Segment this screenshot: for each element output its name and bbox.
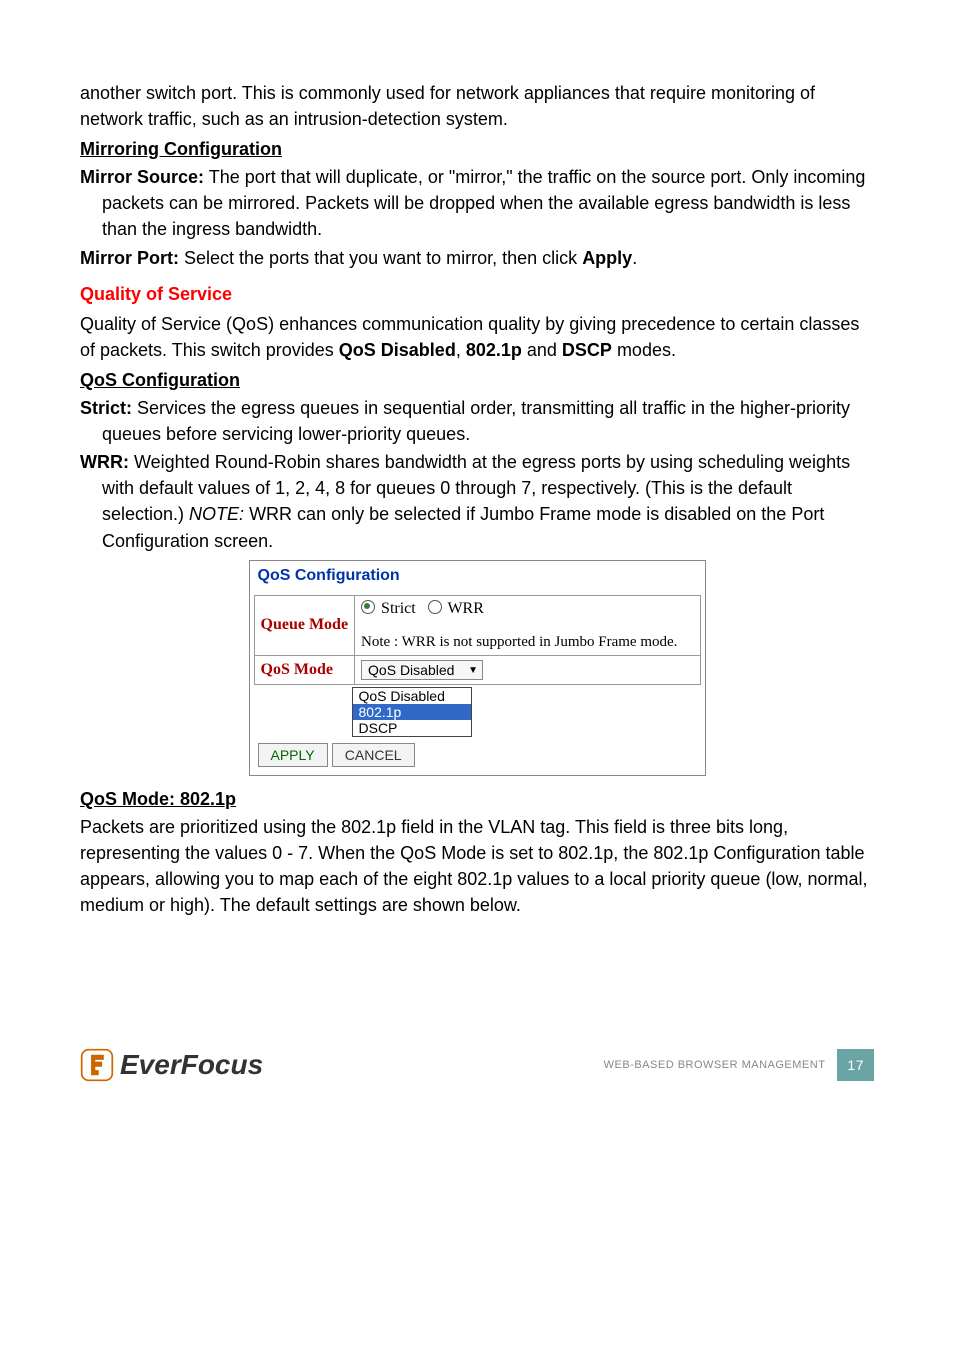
qos-mode-cell: QoS Disabled ▼ — [355, 655, 700, 684]
qos-config-box: QoS Configuration Queue Mode Strict WRR … — [249, 560, 706, 776]
qos-config-heading: QoS Configuration — [80, 367, 874, 393]
mirror-port-label: Mirror Port: — [80, 248, 179, 268]
wrr-def: WRR: Weighted Round-Robin shares bandwid… — [80, 449, 874, 553]
footer-right: WEB-BASED BROWSER MANAGEMENT 17 — [604, 1049, 874, 1081]
queue-mode-cell: Strict WRR Note : WRR is not supported i… — [355, 595, 700, 655]
queue-mode-label: Queue Mode — [254, 595, 355, 655]
qos-p1-c: , — [456, 340, 466, 360]
qos-8021p-heading: QoS Mode: 802.1p — [80, 786, 874, 812]
mirror-port-text-2: . — [632, 248, 637, 268]
brand-logo: EverFocus — [80, 1048, 263, 1082]
intro-paragraph: another switch port. This is commonly us… — [80, 80, 874, 132]
mirror-source-def: Mirror Source: The port that will duplic… — [80, 164, 874, 242]
qos-mode-label: QoS Mode — [254, 655, 355, 684]
dropdown-value: QoS Disabled — [368, 662, 454, 678]
qos-mode-dropdown[interactable]: QoS Disabled ▼ — [361, 660, 483, 680]
radio-strict-label: Strict — [381, 600, 416, 617]
qos-p1-b: QoS Disabled — [339, 340, 456, 360]
dropdown-option-disabled[interactable]: QoS Disabled — [353, 688, 471, 704]
qos-box-title: QoS Configuration — [250, 561, 705, 595]
queue-mode-radios: Strict WRR — [361, 600, 693, 628]
radio-wrr-label: WRR — [447, 600, 483, 617]
page-number: 17 — [837, 1049, 874, 1081]
qos-8021p-para: Packets are prioritized using the 802.1p… — [80, 814, 874, 918]
strict-text: Services the egress queues in sequential… — [102, 398, 850, 444]
queue-mode-note: Note : WRR is not supported in Jumbo Fra… — [361, 628, 693, 651]
logo-icon — [80, 1048, 114, 1082]
page-footer: EverFocus WEB-BASED BROWSER MANAGEMENT 1… — [80, 1048, 874, 1082]
strict-def: Strict: Services the egress queues in se… — [80, 395, 874, 447]
table-row: Queue Mode Strict WRR Note : WRR is not … — [254, 595, 700, 655]
dropdown-list-container: QoS Disabled 802.1p DSCP — [352, 687, 705, 737]
footer-section: WEB-BASED BROWSER MANAGEMENT — [604, 1059, 826, 1071]
apply-button[interactable]: APPLY — [258, 743, 328, 767]
mirror-port-text-1: Select the ports that you want to mirror… — [179, 248, 582, 268]
qos-para1: Quality of Service (QoS) enhances commun… — [80, 311, 874, 363]
dropdown-option-dscp[interactable]: DSCP — [353, 720, 471, 736]
mirror-port-def: Mirror Port: Select the ports that you w… — [80, 245, 874, 271]
radio-wrr[interactable] — [428, 600, 442, 614]
mirror-port-apply: Apply — [582, 248, 632, 268]
qos-p1-e: and — [522, 340, 562, 360]
qos-mode-dropdown-list: QoS Disabled 802.1p DSCP — [352, 687, 472, 737]
document-page: another switch port. This is commonly us… — [0, 0, 954, 1122]
brand-name: EverFocus — [120, 1049, 263, 1081]
strict-label: Strict: — [80, 398, 132, 418]
table-row: QoS Mode QoS Disabled ▼ — [254, 655, 700, 684]
mirror-source-text: The port that will duplicate, or "mirror… — [102, 167, 865, 239]
dropdown-option-8021p[interactable]: 802.1p — [353, 704, 471, 720]
qos-table: Queue Mode Strict WRR Note : WRR is not … — [254, 595, 701, 685]
qos-p1-f: DSCP — [562, 340, 612, 360]
qos-p1-g: modes. — [612, 340, 676, 360]
wrr-note-label: NOTE: — [189, 504, 244, 524]
cancel-button[interactable]: CANCEL — [332, 743, 415, 767]
qos-heading: Quality of Service — [80, 281, 874, 307]
chevron-down-icon: ▼ — [468, 662, 480, 676]
mirroring-heading: Mirroring Configuration — [80, 136, 874, 162]
radio-strict[interactable] — [361, 600, 375, 614]
qos-p1-d: 802.1p — [466, 340, 522, 360]
mirror-source-label: Mirror Source: — [80, 167, 204, 187]
wrr-label: WRR: — [80, 452, 129, 472]
button-row: APPLY CANCEL — [250, 737, 705, 775]
